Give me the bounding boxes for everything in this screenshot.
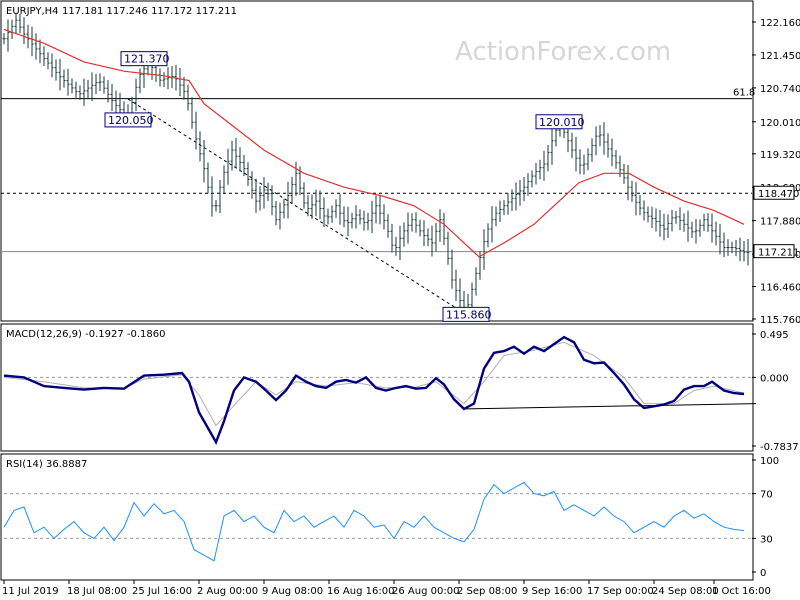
x-axis-tick-label: 9 Aug 08:00 [262, 586, 323, 597]
x-axis-tick-label: 11 Jul 2019 [2, 586, 59, 597]
macd-layer [3, 335, 757, 446]
macd-trendline [465, 403, 757, 410]
price-ohlc-text: 117.181 117.246 117.172 117.211 [62, 6, 237, 17]
axis-layer: 122.160121.450120.740120.010119.320118.6… [2, 18, 800, 597]
last-price-label: 117.211 [758, 248, 799, 259]
macd-y-tick-label: -0.7837 [760, 442, 799, 453]
annotation-label: 115.860 [446, 308, 492, 321]
x-axis-tick-label: 2 Aug 00:00 [197, 586, 258, 597]
price-annotation: 115.860 [442, 306, 492, 322]
price-y-tick-label: 122.160 [760, 18, 800, 29]
resistance-label-box [753, 185, 795, 200]
resistance-label: 118.470 [758, 189, 799, 200]
price-y-tick-label: 121.450 [760, 51, 800, 62]
price-annotation: 120.010 [535, 114, 585, 130]
rsi-line [3, 481, 745, 562]
annotation-box [535, 114, 583, 130]
annotation-label: 121.370 [124, 53, 170, 66]
rsi-layer [3, 481, 752, 562]
price-y-tick-label: 115.760 [760, 315, 800, 326]
price-trendline [127, 98, 467, 315]
fib-level-label: 61.8 [733, 88, 755, 99]
moving-average-line [3, 28, 745, 258]
x-axis-tick-label: 26 Aug 00:00 [392, 586, 459, 597]
x-axis-tick-label: 25 Jul 16:00 [132, 586, 192, 597]
rsi-y-tick-label: 70 [760, 490, 773, 501]
rsi-y-tick-label: 100 [760, 456, 779, 467]
annotation-box [120, 51, 168, 67]
annotation-label: 120.050 [108, 114, 154, 127]
rsi-y-tick-label: 30 [760, 534, 773, 545]
x-axis-tick-label: 24 Sep 08:00 [652, 586, 719, 597]
price-annotation: 121.370 [120, 51, 170, 67]
price-chart-title: EURJPY,H4 [6, 6, 59, 17]
macd-y-tick-label: 0.000 [760, 373, 789, 384]
price-y-tick-label: 120.740 [760, 84, 800, 95]
annotation-box [442, 306, 490, 322]
rsi-panel-frame [0, 453, 754, 581]
macd-signal-line [3, 341, 745, 427]
price-annotation: 120.050 [104, 112, 154, 128]
price-y-tick-label: 116.460 [760, 283, 800, 294]
price-y-tick-label: 119.320 [760, 150, 800, 161]
x-axis-tick-label: 1 Oct 16:00 [712, 586, 771, 597]
annotation-box [104, 112, 152, 128]
annotation-label: 120.010 [539, 116, 585, 129]
macd-title: MACD(12,26,9) -0.1927 -0.1860 [6, 329, 166, 340]
x-axis-tick-label: 16 Aug 16:00 [327, 586, 394, 597]
macd-line [3, 335, 745, 446]
rsi-y-tick-label: 0 [760, 568, 766, 579]
x-axis-tick-label: 2 Sep 08:00 [457, 586, 517, 597]
price-y-tick-label: 117.880 [760, 217, 800, 228]
price-y-tick-label: 120.010 [760, 118, 800, 129]
watermark: ActionForex.com [455, 37, 671, 67]
last-price-box [753, 244, 795, 259]
macd-y-tick-label: 0.495 [760, 330, 789, 341]
x-axis-tick-label: 17 Sep 00:00 [587, 586, 654, 597]
x-axis-tick-label: 9 Sep 16:00 [522, 586, 582, 597]
rsi-title: RSI(14) 36.8887 [6, 459, 87, 470]
price-layer: 61.8 121.370 120.050 120.010 115.860 [1, 12, 755, 322]
x-axis-tick-label: 18 Jul 08:00 [67, 586, 127, 597]
